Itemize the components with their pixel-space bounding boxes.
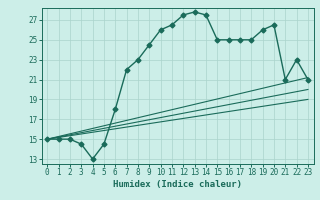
X-axis label: Humidex (Indice chaleur): Humidex (Indice chaleur) — [113, 180, 242, 189]
